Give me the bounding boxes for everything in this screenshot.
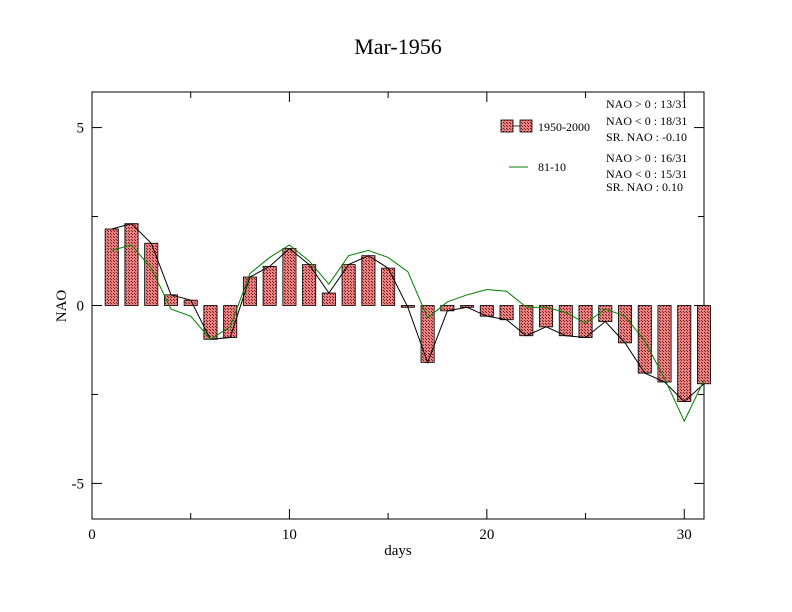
x-tick-label: 0	[88, 527, 96, 543]
bar	[558, 305, 573, 337]
bar	[637, 305, 652, 374]
x-tick-label: 10	[282, 527, 297, 543]
bar	[104, 228, 119, 306]
legend-line-stat: SR. NAO : 0.10	[606, 180, 683, 194]
legend-bar-stat: NAO < 0 : 18/31	[606, 114, 687, 128]
chart-title: Mar-1956	[354, 34, 442, 59]
bar	[321, 292, 336, 306]
legend-bar-stat: NAO > 0 : 13/31	[606, 97, 687, 111]
x-tick-label: 20	[479, 527, 494, 543]
bar	[282, 248, 297, 306]
legend-line-stat: NAO > 0 : 16/31	[606, 151, 687, 165]
axis-ticks: 0 10 20 30 5 0 -5	[72, 92, 704, 543]
y-axis-label: NAO	[54, 290, 70, 323]
bar	[223, 305, 238, 338]
series-line-81-10	[111, 244, 705, 423]
bar	[697, 305, 712, 385]
legend-bar-label: 1950-2000	[538, 120, 590, 134]
bar	[124, 223, 139, 306]
bar	[499, 305, 514, 321]
y-tick-label: 5	[77, 121, 85, 137]
bar-series	[104, 223, 712, 402]
line-series	[111, 223, 705, 423]
x-axis-label: days	[384, 543, 412, 559]
bar	[519, 305, 534, 337]
bar	[262, 265, 277, 306]
legend-line-stat: NAO < 0 : 15/31	[606, 167, 687, 181]
legend-bar-stat: SR. NAO : -0.10	[606, 130, 687, 144]
y-tick-label: -5	[72, 476, 85, 492]
bar	[677, 305, 692, 402]
legend-bar-swatch	[500, 119, 514, 133]
bar	[381, 267, 396, 306]
bar	[578, 305, 593, 338]
legend-bar-swatch	[519, 119, 533, 133]
bar	[361, 255, 376, 306]
bar	[144, 242, 159, 306]
legend: 1950-2000 81-10 NAO > 0 : 13/31 NAO < 0 …	[500, 97, 687, 194]
legend-line-label: 81-10	[538, 160, 566, 174]
x-tick-label: 30	[677, 527, 692, 543]
y-tick-label: 0	[77, 299, 85, 315]
bar	[598, 305, 613, 322]
